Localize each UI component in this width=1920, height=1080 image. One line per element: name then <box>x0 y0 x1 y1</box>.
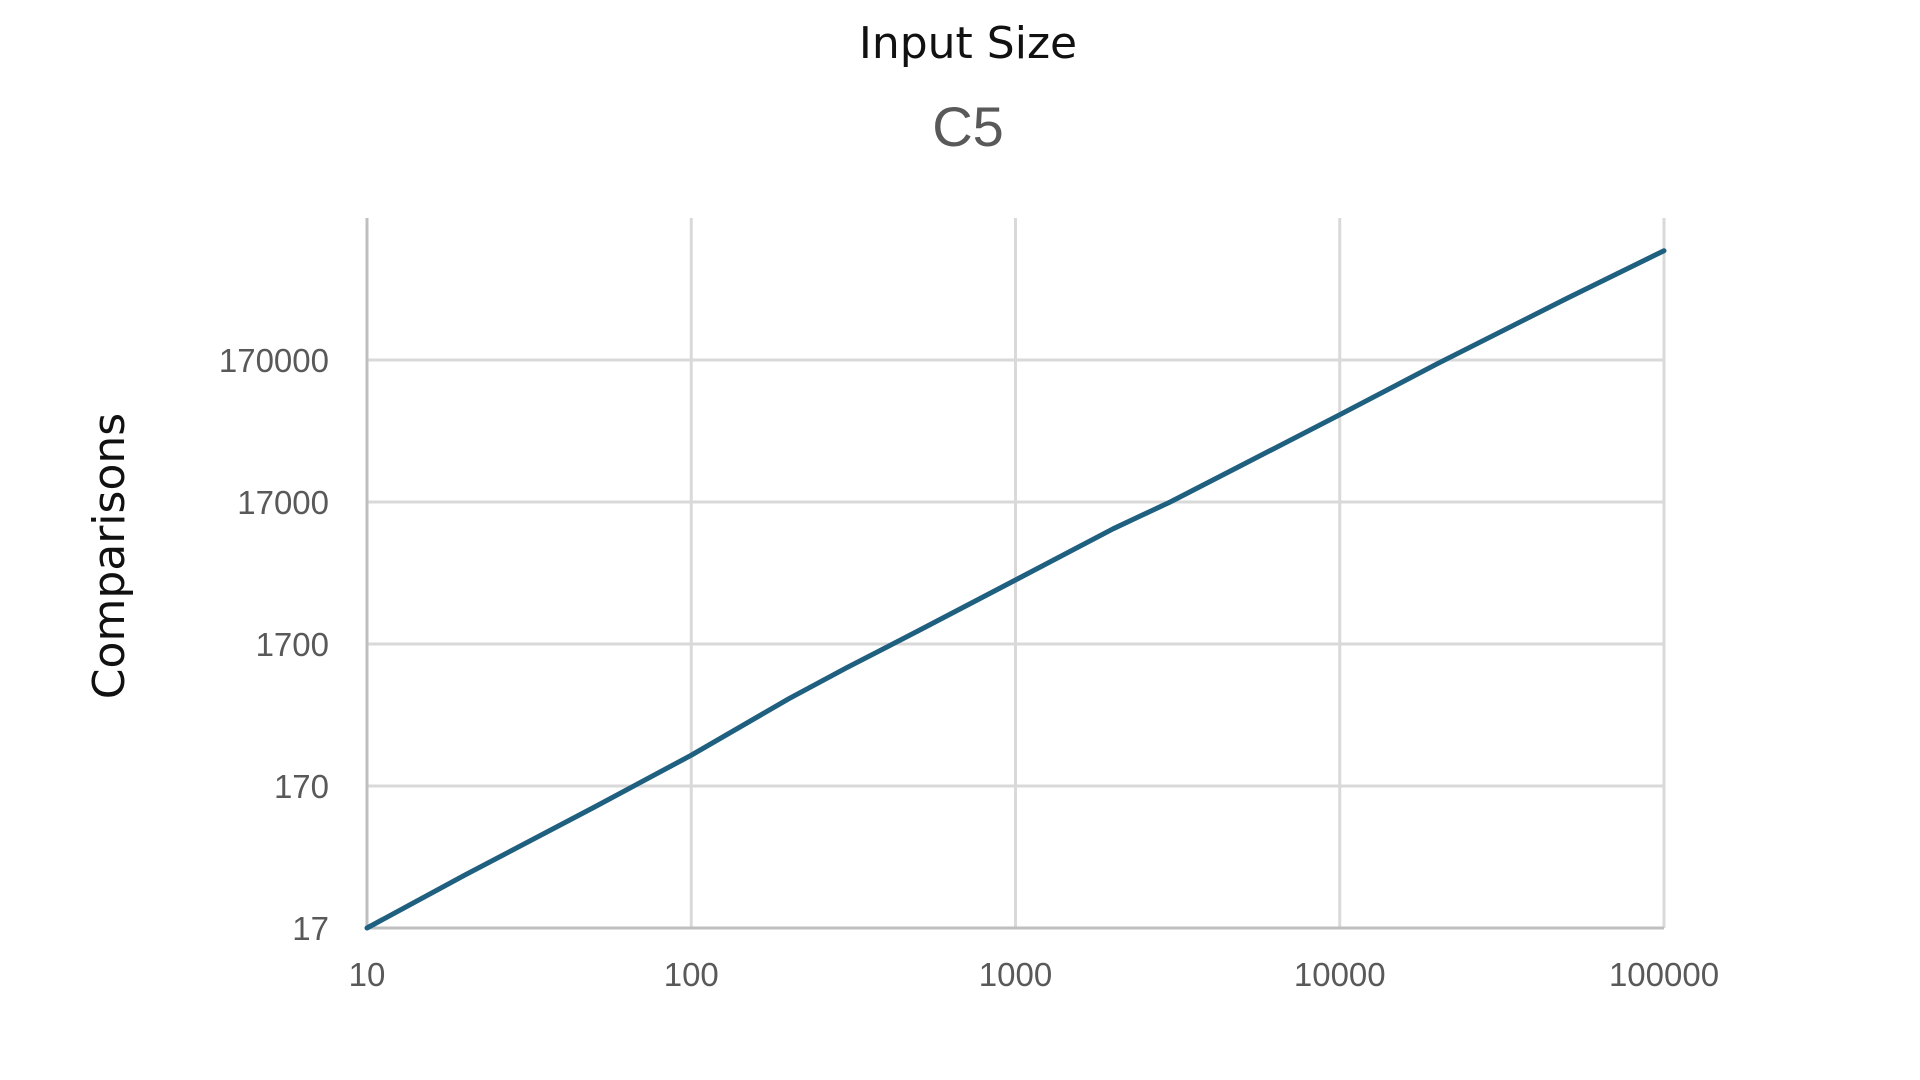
y-tick-label: 17 <box>292 910 329 947</box>
y-tick-label: 170 <box>274 768 329 805</box>
x-axis-label: Input Size <box>859 18 1077 69</box>
x-tick-label: 10 <box>349 956 386 993</box>
x-tick-label: 100000 <box>1609 956 1719 993</box>
y-tick-label: 170000 <box>219 342 329 379</box>
chart-title: C5 <box>932 95 1004 158</box>
x-tick-label: 100 <box>664 956 719 993</box>
y-tick-label: 17000 <box>237 484 329 521</box>
series-layer <box>364 248 1667 931</box>
y-axis-label: Comparisons <box>84 413 135 699</box>
tick-labels: 10 100 1000 10000 100000 17 170 1700 17000 170000 <box>219 342 1719 993</box>
series-line-1 <box>364 248 1667 931</box>
axes <box>365 218 1664 930</box>
x-tick-label: 10000 <box>1294 956 1386 993</box>
y-tick-label: 1700 <box>256 626 329 663</box>
x-tick-label: 1000 <box>979 956 1052 993</box>
gridlines <box>367 218 1666 928</box>
